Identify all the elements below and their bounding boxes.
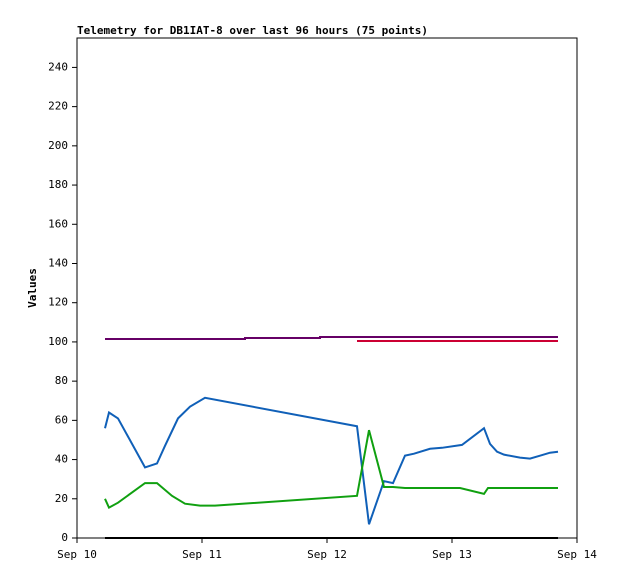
y-tick-label: 120	[48, 296, 68, 309]
x-tick-label: Sep 13	[432, 548, 472, 561]
x-tick-label: Sep 11	[182, 548, 222, 561]
y-tick-label: 20	[55, 492, 68, 505]
y-tick-label: 60	[55, 413, 68, 426]
y-tick-label: 40	[55, 453, 68, 466]
x-tick-label: Sep 14	[557, 548, 597, 561]
series-line	[104, 396, 559, 525]
y-tick-label: 160	[48, 217, 68, 230]
series-line	[105, 336, 558, 340]
y-tick-label: 220	[48, 100, 68, 113]
y-tick-label: 240	[48, 60, 68, 73]
y-tick-label: 180	[48, 178, 68, 191]
y-tick-label: 200	[48, 139, 68, 152]
x-tick-label: Sep 10	[57, 548, 97, 561]
x-tick-label: Sep 12	[307, 548, 347, 561]
series-line	[104, 429, 558, 510]
chart-title: Telemetry for DB1IAT-8 over last 96 hour…	[77, 24, 428, 37]
plot-frame	[76, 37, 578, 539]
y-axis-label: Values	[26, 268, 39, 308]
y-tick-label: 0	[61, 531, 68, 544]
y-tick-label: 140	[48, 256, 68, 269]
y-tick-label: 100	[48, 335, 68, 348]
y-tick-label: 80	[55, 374, 68, 387]
